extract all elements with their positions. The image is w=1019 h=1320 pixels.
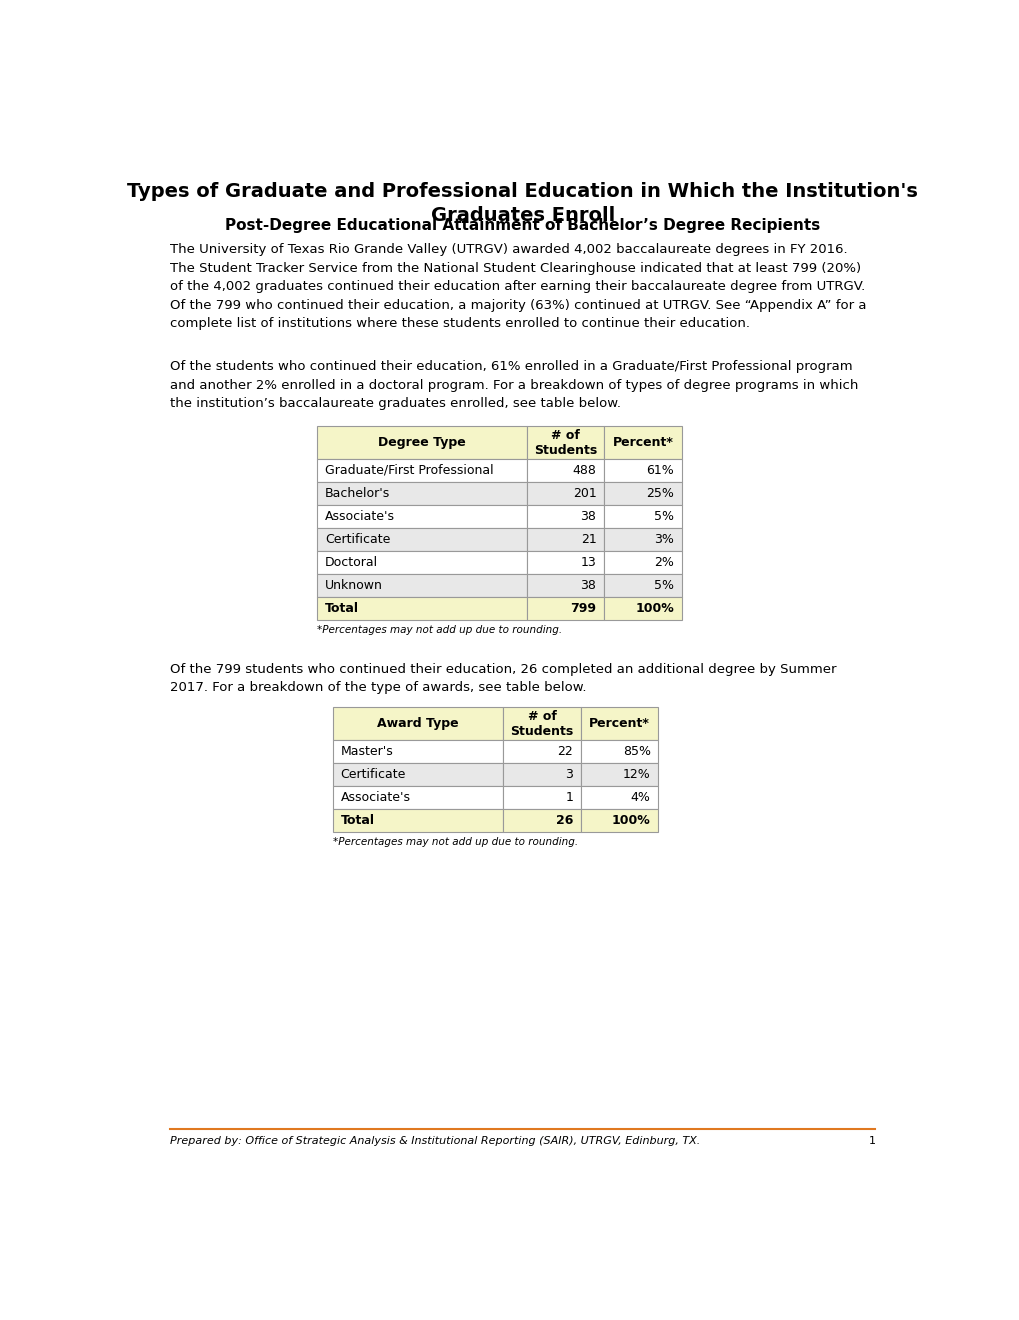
Text: The University of Texas Rio Grande Valley (UTRGV) awarded 4,002 baccalaureate de: The University of Texas Rio Grande Valle…	[170, 243, 866, 330]
Text: # of
Students: # of Students	[533, 429, 596, 457]
Bar	[503, 763, 580, 785]
Text: 3%: 3%	[653, 533, 674, 546]
Bar	[317, 426, 526, 459]
Text: 61%: 61%	[645, 463, 674, 477]
Text: 38: 38	[580, 510, 596, 523]
Text: 21: 21	[580, 533, 596, 546]
Bar	[317, 482, 526, 506]
Bar	[603, 426, 681, 459]
Text: 22: 22	[556, 744, 573, 758]
Bar	[526, 552, 603, 574]
Bar	[603, 552, 681, 574]
Bar	[332, 708, 503, 739]
Text: 4%: 4%	[630, 791, 650, 804]
Text: Award Type: Award Type	[377, 717, 459, 730]
Bar	[317, 506, 526, 528]
Text: 201: 201	[572, 487, 596, 500]
Bar	[580, 739, 657, 763]
Bar	[580, 809, 657, 832]
Bar	[526, 598, 603, 620]
Bar	[332, 763, 503, 785]
Text: 25%: 25%	[645, 487, 674, 500]
Bar	[603, 459, 681, 482]
Text: Post-Degree Educational Attainment of Bachelor’s Degree Recipients: Post-Degree Educational Attainment of Ba…	[225, 219, 819, 234]
Text: Total: Total	[325, 602, 359, 615]
Bar	[503, 708, 580, 739]
Bar	[317, 574, 526, 598]
Text: Certificate: Certificate	[340, 768, 406, 781]
Bar	[503, 809, 580, 832]
Bar	[526, 426, 603, 459]
Text: 26: 26	[555, 814, 573, 828]
Text: 1: 1	[867, 1137, 874, 1146]
Bar	[603, 528, 681, 552]
Bar	[503, 739, 580, 763]
Bar	[332, 785, 503, 809]
Text: 3: 3	[565, 768, 573, 781]
Bar	[526, 459, 603, 482]
Text: 12%: 12%	[623, 768, 650, 781]
Text: 5%: 5%	[653, 510, 674, 523]
Text: 1: 1	[565, 791, 573, 804]
Text: Percent*: Percent*	[589, 717, 649, 730]
Bar	[526, 482, 603, 506]
Text: # of
Students: # of Students	[510, 710, 574, 738]
Bar	[526, 574, 603, 598]
Text: 100%: 100%	[611, 814, 650, 828]
Bar	[603, 598, 681, 620]
Bar	[580, 785, 657, 809]
Text: *Percentages may not add up due to rounding.: *Percentages may not add up due to round…	[332, 837, 578, 846]
Text: Total: Total	[340, 814, 374, 828]
Bar	[332, 739, 503, 763]
Bar	[526, 528, 603, 552]
Text: Graduates Enroll: Graduates Enroll	[430, 206, 614, 226]
Bar	[526, 506, 603, 528]
Bar	[603, 574, 681, 598]
Text: Associate's: Associate's	[340, 791, 411, 804]
Text: Degree Type: Degree Type	[378, 436, 466, 449]
Bar	[603, 506, 681, 528]
Bar	[580, 708, 657, 739]
Bar	[603, 482, 681, 506]
Text: Certificate: Certificate	[325, 533, 390, 546]
Text: 38: 38	[580, 579, 596, 593]
Text: 799: 799	[570, 602, 596, 615]
Text: 5%: 5%	[653, 579, 674, 593]
Text: Associate's: Associate's	[325, 510, 394, 523]
Text: Doctoral: Doctoral	[325, 556, 378, 569]
Text: Prepared by: Office of Strategic Analysis & Institutional Reporting (SAIR), UTRG: Prepared by: Office of Strategic Analysi…	[170, 1137, 700, 1146]
Bar	[332, 809, 503, 832]
Text: 100%: 100%	[635, 602, 674, 615]
Bar	[317, 598, 526, 620]
Text: Master's: Master's	[340, 744, 393, 758]
Text: Of the 799 students who continued their education, 26 completed an additional de: Of the 799 students who continued their …	[170, 663, 836, 694]
Text: 488: 488	[572, 463, 596, 477]
Text: Graduate/First Professional: Graduate/First Professional	[325, 463, 493, 477]
Text: Percent*: Percent*	[611, 436, 673, 449]
Bar	[580, 763, 657, 785]
Text: 13: 13	[580, 556, 596, 569]
Bar	[317, 552, 526, 574]
Text: *Percentages may not add up due to rounding.: *Percentages may not add up due to round…	[317, 626, 561, 635]
Text: Types of Graduate and Professional Education in Which the Institution's: Types of Graduate and Professional Educa…	[127, 182, 917, 201]
Bar	[503, 785, 580, 809]
Bar	[317, 459, 526, 482]
Text: Of the students who continued their education, 61% enrolled in a Graduate/First : Of the students who continued their educ…	[170, 360, 858, 411]
Bar	[317, 528, 526, 552]
Text: Bachelor's: Bachelor's	[325, 487, 390, 500]
Text: Unknown: Unknown	[325, 579, 382, 593]
Text: 85%: 85%	[622, 744, 650, 758]
Text: 2%: 2%	[653, 556, 674, 569]
